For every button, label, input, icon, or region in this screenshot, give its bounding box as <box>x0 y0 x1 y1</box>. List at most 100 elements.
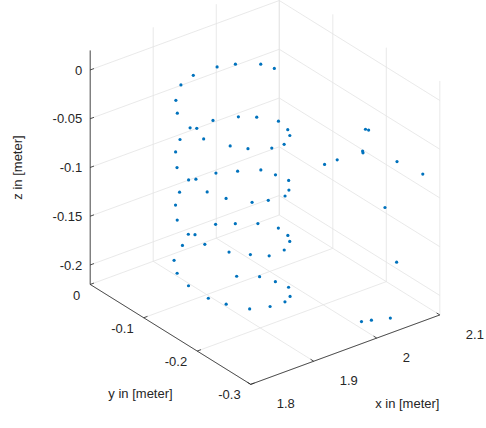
x-tick-label: 2 <box>403 350 410 365</box>
point <box>175 166 178 169</box>
point <box>172 259 175 262</box>
point <box>192 74 195 77</box>
point <box>179 83 182 86</box>
point <box>286 128 289 131</box>
point <box>288 240 291 243</box>
point <box>176 218 179 221</box>
point <box>203 243 206 246</box>
x-tick <box>248 382 251 384</box>
point <box>277 226 280 229</box>
y-tick <box>251 383 255 384</box>
grid-line <box>279 0 280 215</box>
point <box>216 65 219 68</box>
point <box>395 160 398 163</box>
grid <box>90 0 440 384</box>
point <box>383 206 386 209</box>
point <box>236 170 239 173</box>
y-axis-label: y in [meter] <box>108 386 172 401</box>
point <box>174 150 177 153</box>
grid-line <box>279 215 440 315</box>
x-tick-label: 2.1 <box>466 327 484 342</box>
point <box>234 63 237 66</box>
grid-line <box>153 261 314 361</box>
point <box>283 248 286 251</box>
point <box>283 300 286 303</box>
point <box>193 233 196 236</box>
z-tick <box>90 117 94 118</box>
point <box>249 253 252 256</box>
point <box>286 234 289 237</box>
point <box>288 134 291 137</box>
point <box>283 143 286 146</box>
point <box>207 297 210 300</box>
z-axis-label: z in [meter] <box>10 135 25 199</box>
point <box>268 254 271 257</box>
point <box>267 199 270 202</box>
z-tick-label: -0.15 <box>53 209 83 224</box>
point <box>174 99 177 102</box>
point <box>389 316 392 319</box>
grid-line <box>144 248 333 317</box>
point <box>214 172 217 175</box>
point <box>268 305 271 308</box>
y-tick <box>90 283 94 284</box>
y-tick-label: 0 <box>73 288 80 303</box>
y-tick-label: -0.1 <box>111 321 133 336</box>
point <box>287 179 290 182</box>
point <box>178 191 181 194</box>
y-tick <box>197 350 201 351</box>
grid-line <box>279 49 440 149</box>
point <box>360 320 363 323</box>
point <box>336 158 339 161</box>
x-tick <box>311 359 314 361</box>
point <box>421 173 424 176</box>
point <box>225 303 228 306</box>
point <box>181 244 184 247</box>
point <box>202 137 205 140</box>
point <box>259 63 262 66</box>
y-tick <box>144 316 148 317</box>
grid-line <box>279 147 440 247</box>
point <box>214 223 217 226</box>
z-tick-label: -0.1 <box>60 160 82 175</box>
point <box>250 201 253 204</box>
grid-line <box>279 0 280 215</box>
point <box>255 116 258 119</box>
x-axis-label: x in [meter] <box>375 396 439 411</box>
point <box>367 128 370 131</box>
point <box>174 204 177 207</box>
point <box>277 120 280 123</box>
x-tick <box>374 336 377 338</box>
point <box>258 275 261 278</box>
point <box>256 222 259 225</box>
point <box>237 115 240 118</box>
grid-line <box>279 196 440 296</box>
z-tick <box>90 69 94 70</box>
point <box>370 319 373 322</box>
point <box>176 112 179 115</box>
grid-line <box>90 284 251 384</box>
z-tick-label: -0.2 <box>60 258 82 273</box>
y-tick-label: -0.3 <box>218 387 240 402</box>
z-tick-label: -0.05 <box>53 111 83 126</box>
point <box>287 286 290 289</box>
point <box>273 67 276 70</box>
point <box>235 275 238 278</box>
point <box>395 261 398 264</box>
point <box>194 178 197 181</box>
z-tick-label: 0 <box>75 63 82 78</box>
y-axis <box>90 284 251 384</box>
z-tick <box>90 215 94 216</box>
point <box>187 284 190 287</box>
point <box>229 144 232 147</box>
point <box>259 168 262 171</box>
points <box>172 63 424 324</box>
z-tick <box>90 264 94 265</box>
point <box>206 190 209 193</box>
point <box>361 151 364 154</box>
point <box>364 128 367 131</box>
point <box>224 197 227 200</box>
point <box>187 178 190 181</box>
point <box>248 307 251 310</box>
point <box>288 295 291 298</box>
